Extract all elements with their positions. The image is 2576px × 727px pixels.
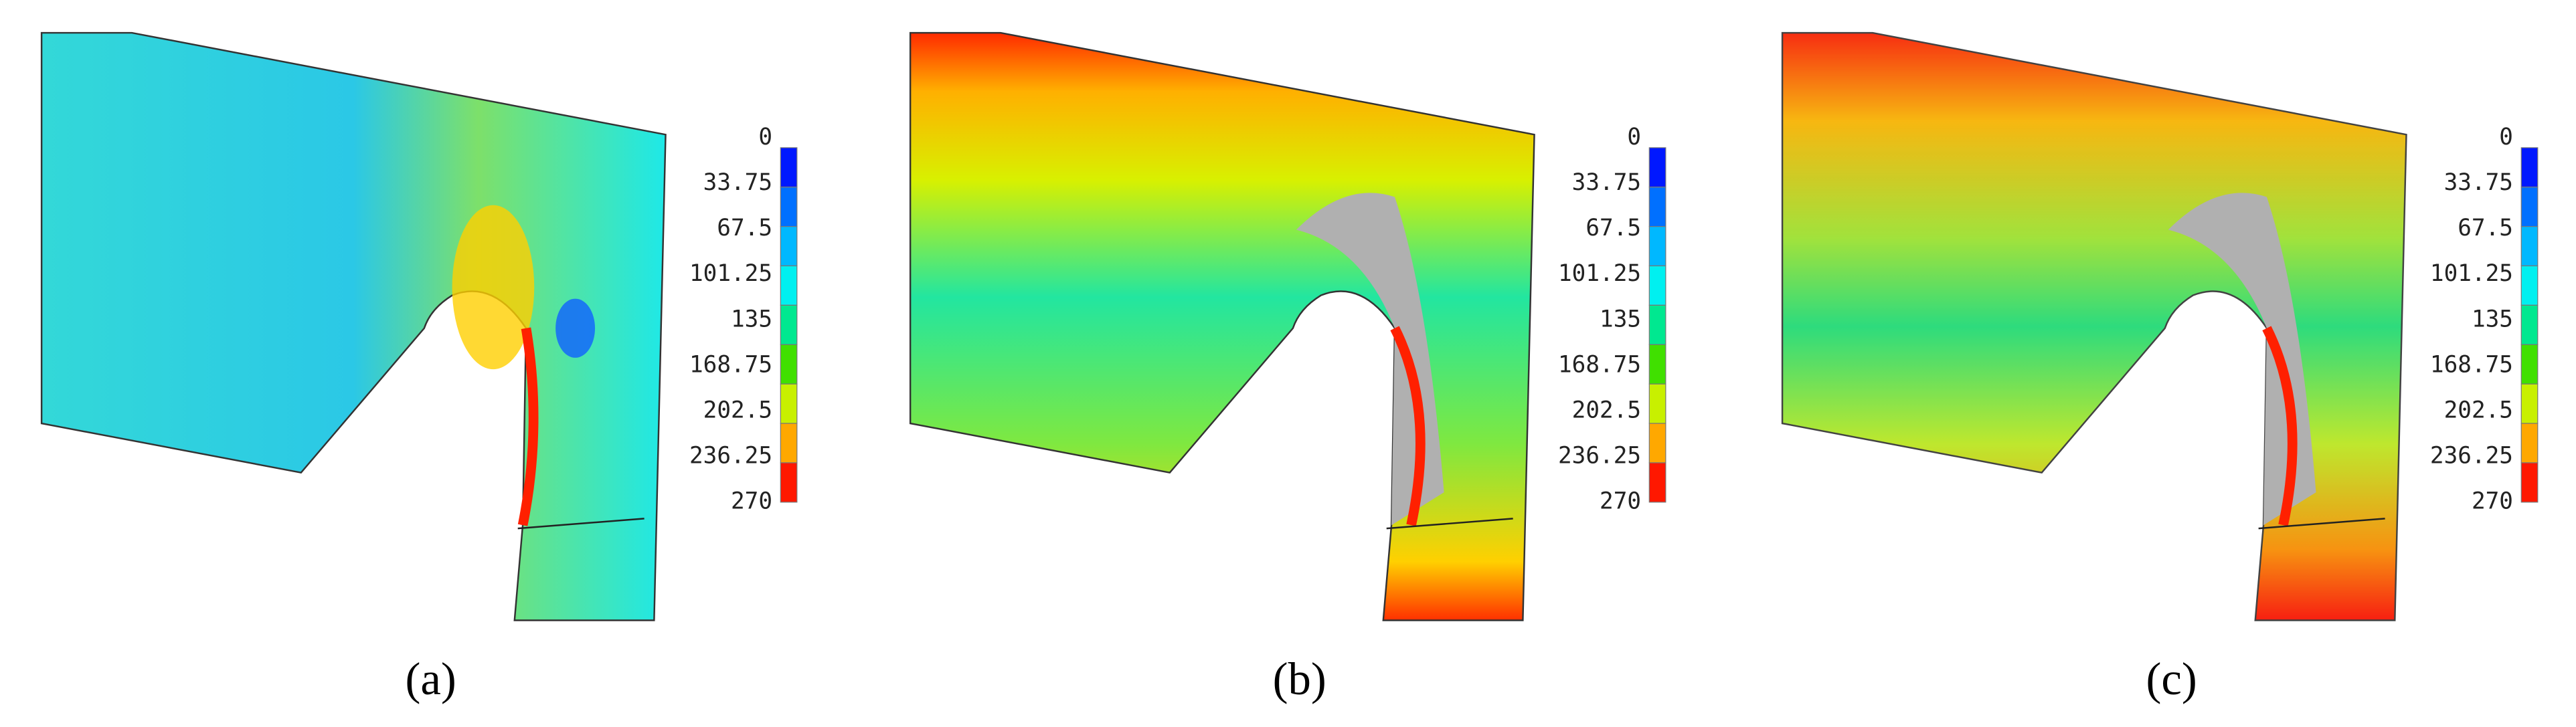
colorbar-tick-label: 202.5 xyxy=(703,397,772,423)
panel: 0 33.75 67.5 101.25 135 168.75 202.5 236.25 270 (… xyxy=(909,31,1666,704)
colorbar-tick-label: 67.5 xyxy=(2458,215,2513,241)
stress-band xyxy=(517,327,539,526)
panel-label: (a) xyxy=(406,653,456,704)
colorbar-cell xyxy=(780,265,798,306)
colorbar-tick-label: 0 xyxy=(1627,124,1641,150)
colorbar-tick-label: 33.75 xyxy=(703,169,772,196)
cool-spot xyxy=(555,298,596,358)
colorbar-cell xyxy=(2520,187,2539,227)
colorbar-tick-label: 33.75 xyxy=(1572,169,1641,196)
stress-band xyxy=(2262,326,2298,526)
gray-zone xyxy=(1296,193,1444,526)
colorbar-tick-label: 270 xyxy=(1600,488,1641,515)
colorbar-tick-label: 270 xyxy=(731,488,772,515)
colorbar-cell xyxy=(2520,265,2539,306)
colorbar-cell xyxy=(2520,147,2539,188)
colorbar-cell xyxy=(1648,304,1666,345)
colorbar-tick-label: 101.25 xyxy=(689,260,772,287)
hot-spot xyxy=(452,205,535,370)
colorbar-cell xyxy=(1648,423,1666,463)
colorbar-tick-label: 135 xyxy=(1600,306,1641,332)
section-line xyxy=(2258,518,2385,530)
colorbar-cell xyxy=(780,187,798,227)
gray-zone xyxy=(2168,193,2316,526)
colorbar-tick-label: 33.75 xyxy=(2444,169,2513,196)
stress-band xyxy=(1390,326,1426,526)
colorbar-tick-label: 202.5 xyxy=(2444,397,2513,423)
colorbar-cell xyxy=(780,226,798,267)
colorbar-tick-label: 168.75 xyxy=(689,351,772,378)
colorbar-tick-label: 67.5 xyxy=(717,215,772,241)
colorbar-cell xyxy=(780,304,798,345)
colorbar-cell xyxy=(1648,462,1666,503)
colorbar-cell xyxy=(2520,383,2539,424)
colorbar-tick-label: 0 xyxy=(758,124,772,150)
colorbar-cell xyxy=(1648,344,1666,385)
colorbar-cell xyxy=(2520,462,2539,503)
panel-label: (b) xyxy=(1273,653,1326,704)
contour-body xyxy=(1781,31,2407,621)
section-line xyxy=(517,518,645,530)
colorbar-cell xyxy=(2520,423,2539,463)
colorbar-cell xyxy=(1648,187,1666,227)
colorbar-cell xyxy=(1648,226,1666,267)
colorbar-tick-label: 270 xyxy=(2472,488,2513,515)
colorbar-tick-label: 202.5 xyxy=(1572,397,1641,423)
colorbar-cell xyxy=(1648,265,1666,306)
colorbar-tick-label: 236.25 xyxy=(1558,443,1641,470)
contour-body xyxy=(909,31,1535,621)
colorbar-cell xyxy=(780,462,798,503)
colorbar-cell xyxy=(780,423,798,463)
colorbar-tick-label: 135 xyxy=(731,306,772,332)
colorbar-cell xyxy=(780,383,798,424)
colorbar-tick-label: 0 xyxy=(2499,124,2513,150)
colorbar-cell xyxy=(2520,344,2539,385)
colorbar-cell xyxy=(1648,147,1666,188)
panel: 0 33.75 67.5 101.25 135 168.75 202.5 236.25 270 (… xyxy=(40,31,798,704)
colorbar-tick-label: 236.25 xyxy=(2430,443,2513,470)
colorbar-cell xyxy=(2520,304,2539,345)
colorbar-tick-label: 236.25 xyxy=(689,443,772,470)
colorbar-tick-label: 67.5 xyxy=(1585,215,1641,241)
colorbar-cell xyxy=(1648,383,1666,424)
colorbar-tick-label: 168.75 xyxy=(2430,351,2513,378)
section-line xyxy=(1386,518,1513,530)
panel: 0 33.75 67.5 101.25 135 168.75 202.5 236.25 270 (… xyxy=(1781,31,2539,704)
colorbar-tick-label: 101.25 xyxy=(2430,260,2513,287)
colorbar-tick-label: 135 xyxy=(2472,306,2513,332)
colorbar-cell xyxy=(780,344,798,385)
colorbar-cell xyxy=(2520,226,2539,267)
colorbar-tick-label: 101.25 xyxy=(1558,260,1641,287)
colorbar-tick-label: 168.75 xyxy=(1558,351,1641,378)
colorbar-cell xyxy=(780,147,798,188)
panel-label: (c) xyxy=(2146,653,2197,704)
